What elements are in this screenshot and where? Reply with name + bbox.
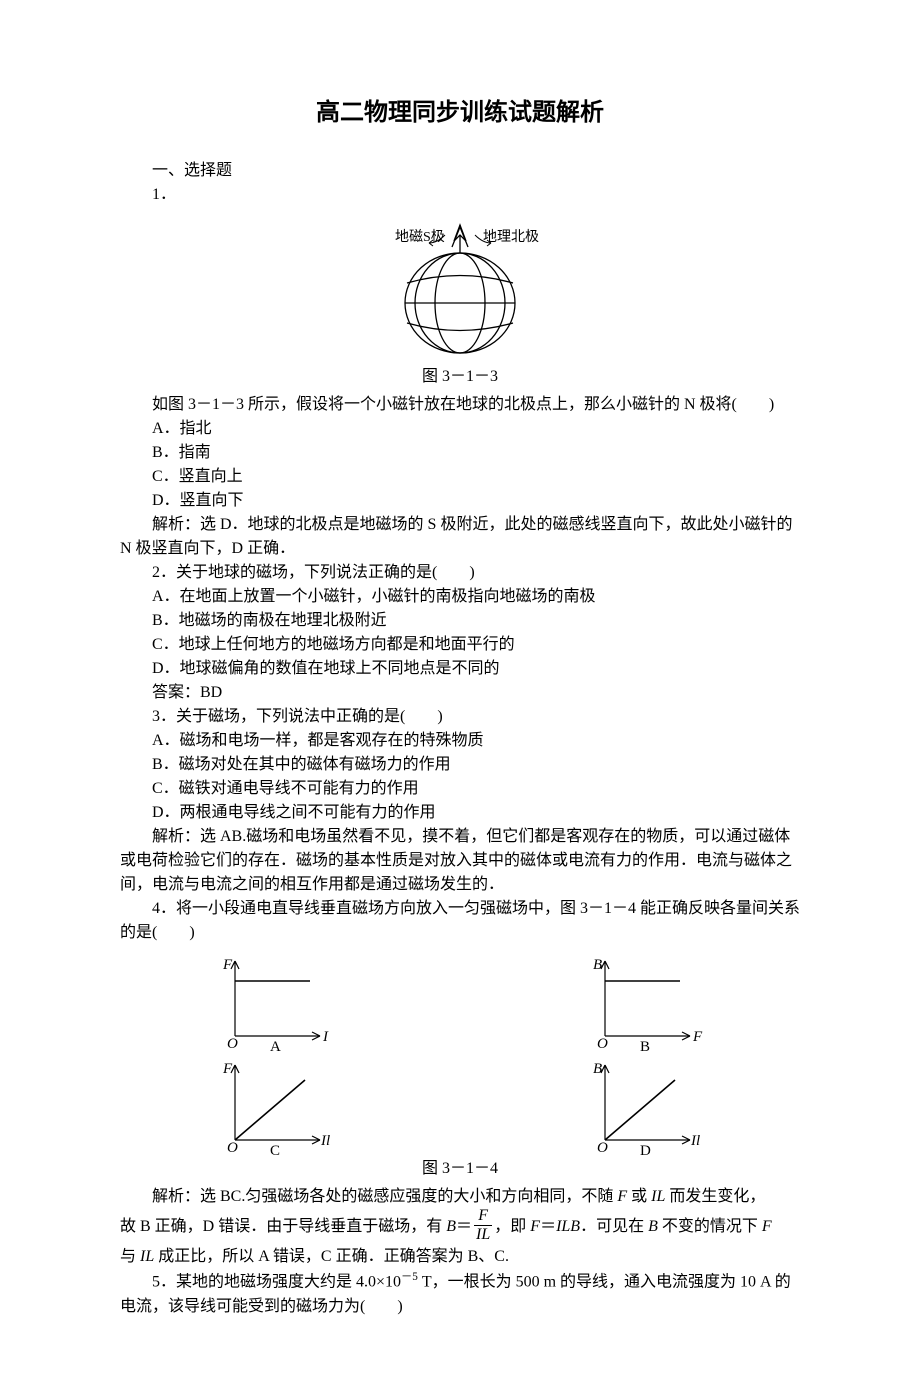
q4-fig-caption: 图 3－1－4: [120, 1157, 800, 1181]
q2-opt-b: B．地磁场的南极在地理北极附近: [120, 609, 800, 633]
q2-opt-d: D．地球磁偏角的数值在地球上不同地点是不同的: [120, 657, 800, 681]
svg-text:A: A: [270, 1039, 281, 1051]
svg-text:O: O: [597, 1140, 608, 1155]
q3-stem: 3．关于磁场，下列说法中正确的是( ): [120, 705, 800, 729]
q1-opt-b: B．指南: [120, 441, 800, 465]
q4-answer: 解析：选 BC.匀强磁场各处的磁感应强度的大小和方向相同，不随 F 或 IL 而…: [120, 1185, 800, 1209]
svg-text:C: C: [270, 1143, 280, 1155]
q5-stem: 5．某地的地磁场强度大约是 4.0×10－5 T，一根长为 500 m 的导线，…: [120, 1269, 800, 1318]
q3-opt-b: B．磁场对处在其中的磁体有磁场力的作用: [120, 753, 800, 777]
q1-answer: 解析：选 D．地球的北极点是地磁场的 S 极附近，此处的磁感线竖直向下，故此处小…: [120, 513, 800, 561]
q2-answer: 答案：BD: [120, 681, 800, 705]
q2-stem: 2．关于地球的磁场，下列说法正确的是( ): [120, 561, 800, 585]
svg-text:O: O: [227, 1036, 238, 1051]
q3-opt-d: D．两根通电导线之间不可能有力的作用: [120, 801, 800, 825]
q3-opt-c: C．磁铁对通电导线不可能有力的作用: [120, 777, 800, 801]
q1-opt-a: A．指北: [120, 417, 800, 441]
q2-opt-a: A．在地面上放置一个小磁针，小磁针的南极指向地磁场的南极: [120, 585, 800, 609]
q1-stem: 如图 3－1－3 所示，假设将一个小磁针放在地球的北极点上，那么小磁针的 N 极…: [120, 393, 800, 417]
q3-answer: 解析：选 AB.磁场和电场虽然看不见，摸不着，但它们都是客观存在的物质，可以通过…: [120, 825, 800, 897]
svg-text:Il: Il: [690, 1133, 700, 1149]
svg-text:O: O: [227, 1140, 238, 1155]
chart-a: F O I A: [215, 951, 335, 1051]
q4-answer-line3: 与 IL 成正比，所以 A 错误，C 正确．正确答案为 B、C.: [120, 1245, 800, 1269]
svg-text:D: D: [640, 1143, 651, 1155]
svg-text:Il: Il: [320, 1133, 330, 1149]
q1-number: 1．: [120, 183, 800, 207]
svg-text:O: O: [597, 1036, 608, 1051]
page-title: 高二物理同步训练试题解析: [120, 95, 800, 131]
q3-opt-a: A．磁场和电场一样，都是客观存在的特殊物质: [120, 729, 800, 753]
svg-text:I: I: [322, 1029, 329, 1045]
q1-figure: 地磁S极 地理北极: [120, 213, 800, 363]
svg-text:B: B: [593, 957, 602, 973]
chart-b: B O F B: [585, 951, 705, 1051]
svg-text:F: F: [222, 1061, 233, 1077]
section-heading: 一、选择题: [120, 159, 800, 183]
q1-opt-d: D．竖直向下: [120, 489, 800, 513]
svg-text:F: F: [692, 1029, 703, 1045]
q4-answer-line2: 故 B 正确，D 错误．由于导线垂直于磁场，有 B＝FIL，即 F＝ILB．可见…: [120, 1209, 800, 1245]
svg-text:B: B: [593, 1061, 602, 1077]
chart-c: F O Il C: [215, 1055, 335, 1155]
q2-opt-c: C．地球上任何地方的地磁场方向都是和地面平行的: [120, 633, 800, 657]
q4-figure: F O I A B O F B: [120, 951, 800, 1155]
q4-stem: 4．将一小段通电直导线垂直磁场方向放入一匀强磁场中，图 3－1－4 能正确反映各…: [120, 897, 800, 945]
q1-opt-c: C．竖直向上: [120, 465, 800, 489]
svg-text:F: F: [222, 957, 233, 973]
fig-label-right: 地理北极: [483, 229, 539, 245]
q1-fig-caption: 图 3－1－3: [120, 365, 800, 389]
svg-text:B: B: [640, 1039, 650, 1051]
fig-label-left: 地磁S极: [395, 229, 445, 245]
chart-d: B O Il D: [585, 1055, 705, 1155]
